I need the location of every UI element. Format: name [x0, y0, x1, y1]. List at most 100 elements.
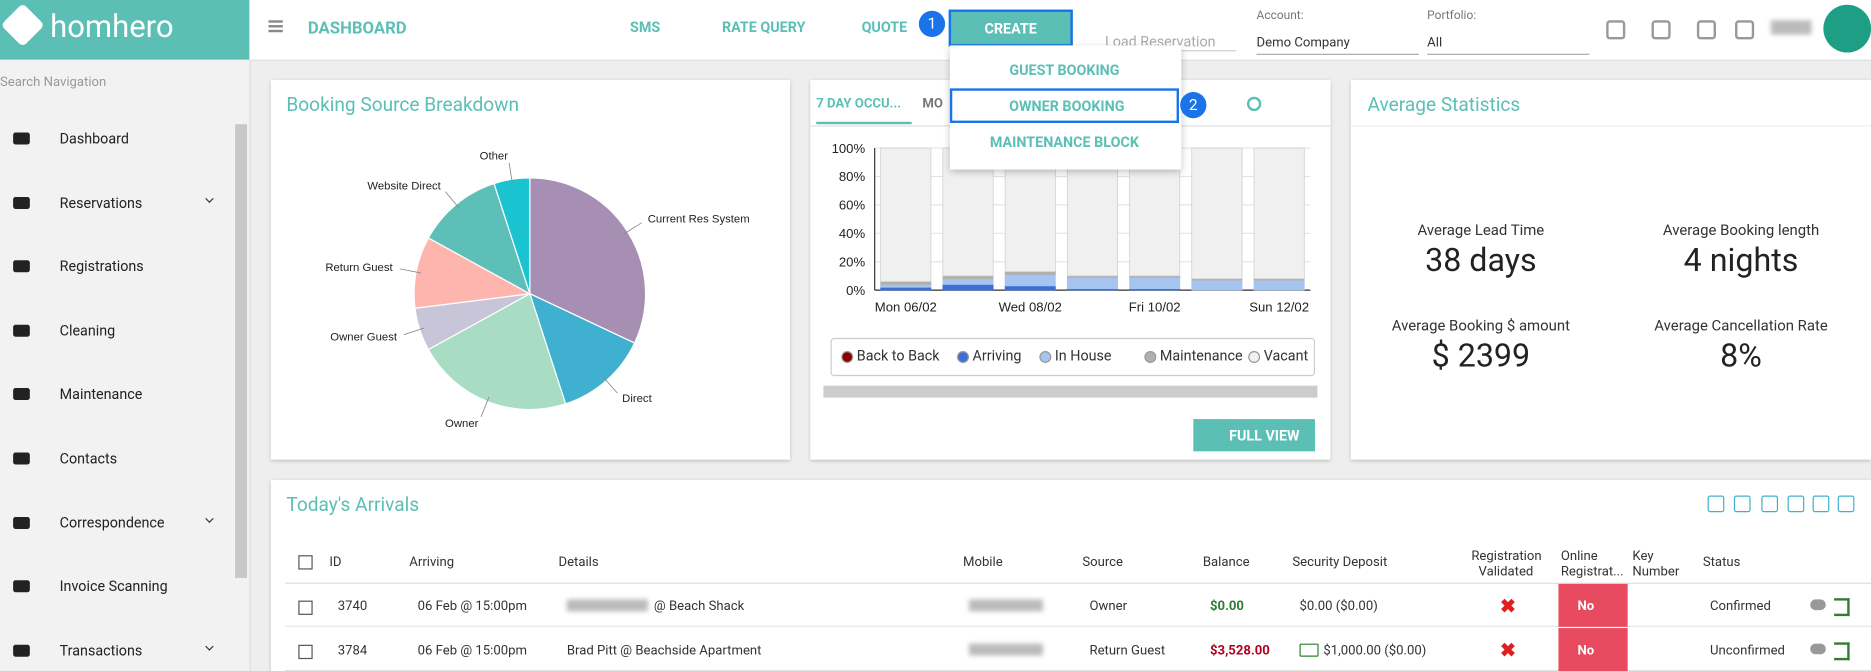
refresh-icon[interactable] [1246, 96, 1262, 112]
nav-link[interactable]: RATE QUERY [721, 19, 806, 36]
cell-status: Unconfirmed [1709, 642, 1785, 658]
table-tool-icon[interactable] [1812, 495, 1830, 513]
nav-icon [13, 580, 30, 593]
pie-chart: Current Res System Direct Owner Owner Guest… [325, 150, 750, 430]
nav-item[interactable]: Reservations [59, 194, 143, 211]
legend-swatch [841, 351, 854, 363]
blurred-mobile [968, 599, 1043, 612]
stat-value: 4 nights [1683, 241, 1799, 280]
nav-link[interactable]: QUOTE [861, 19, 908, 36]
logo-area: homhero [0, 0, 250, 60]
slice-label: Owner [445, 418, 479, 430]
cell-balance: $3,528.00 [1210, 642, 1270, 658]
full-view-button[interactable]: FULL VIEW [1193, 419, 1316, 452]
legend-label: Back to Back [856, 347, 940, 365]
checkin-icon[interactable] [1834, 598, 1850, 617]
table-tool-icon[interactable] [1787, 495, 1805, 513]
cell-details[interactable]: Brad Pitt @ Beachside Apartment [566, 642, 762, 658]
checkbox[interactable] [298, 600, 313, 615]
blurred-name [566, 599, 648, 612]
column-header: Details [558, 554, 599, 570]
bar-segment [1191, 147, 1243, 280]
x-tick-label: Fri 10/02 [1129, 300, 1181, 315]
nav-link[interactable]: SMS [630, 19, 661, 36]
card-title: Today's Arrivals [286, 493, 420, 516]
header-icon[interactable] [1696, 20, 1716, 40]
scrollbar [823, 385, 1318, 398]
tab[interactable]: MO [922, 95, 943, 112]
nav-item[interactable]: Registrations [59, 258, 144, 275]
bar-segment [1253, 279, 1305, 291]
nav-item[interactable]: Maintenance [59, 386, 143, 403]
portfolio-label: Portfolio: [1427, 9, 1477, 23]
comment-icon[interactable] [1810, 599, 1826, 611]
nav-item[interactable]: Cleaning [59, 322, 116, 339]
table-tool-icon[interactable] [1707, 495, 1725, 513]
table-tool-icon[interactable] [1733, 495, 1751, 513]
nav-icon [13, 516, 30, 529]
cell-status: Confirmed [1709, 598, 1771, 614]
comment-icon[interactable] [1810, 643, 1826, 655]
menu-item[interactable]: GUEST BOOKING [950, 53, 1182, 88]
leader-line [399, 268, 421, 274]
table-tool-icon[interactable] [1837, 495, 1855, 513]
header-icon[interactable] [1735, 20, 1755, 40]
cell-details[interactable]: @ Beach Shack [653, 598, 745, 614]
y-tick-label: 40% [839, 226, 866, 241]
stat-label: Average Booking $ amount [1391, 317, 1570, 336]
legend-swatch [1039, 351, 1052, 363]
column-header: ID [329, 554, 342, 570]
header-icon[interactable] [1651, 20, 1671, 40]
leader-line [508, 162, 513, 185]
column-header: Mobile [962, 554, 1003, 570]
stat-label: Average Cancellation Rate [1654, 317, 1828, 336]
slice-label: Current Res System [648, 213, 750, 225]
menu-item-label: OWNER BOOKING [1009, 97, 1125, 115]
bar-segment [1004, 274, 1056, 287]
menu-icon[interactable] [268, 20, 283, 23]
avatar[interactable] [1823, 4, 1871, 53]
stat-value: $ 2399 [1431, 336, 1531, 375]
row-line [285, 669, 1871, 671]
nav-item[interactable]: Correspondence [59, 514, 165, 531]
stat-label: Average Booking length [1662, 222, 1820, 240]
checkbox[interactable] [298, 555, 313, 570]
account-select[interactable]: Demo Company [1256, 35, 1419, 55]
bar-segment [880, 284, 932, 288]
bar-segment [942, 284, 994, 291]
card: Average Statistics Average Lead Time 38 da… [1350, 79, 1871, 460]
bar-segment [1129, 276, 1181, 290]
nav-item[interactable]: Dashboard [59, 130, 129, 147]
portfolio-select[interactable]: All [1427, 35, 1590, 55]
online-label: No [1577, 642, 1595, 658]
bar-segment [1066, 276, 1118, 290]
stat-value: 8% [1720, 336, 1762, 375]
nav-item[interactable]: Transactions [59, 642, 143, 659]
nav-item[interactable]: Contacts [59, 450, 118, 467]
header-row-line [285, 582, 1871, 584]
cell-arriving: 06 Feb @ 15:00pm [417, 598, 527, 614]
y-tick-label: 100% [832, 141, 866, 156]
leader-line [623, 222, 642, 235]
bar-segment [1004, 285, 1056, 291]
menu-item[interactable]: MAINTENANCE BLOCK [950, 124, 1182, 159]
tab[interactable]: 7 DAY OCCU... [816, 96, 912, 125]
menu-item[interactable]: OWNER BOOKING [949, 88, 1179, 123]
logo-icon [0, 3, 45, 48]
header-icon[interactable] [1606, 20, 1626, 40]
bar-segment [1004, 271, 1056, 275]
checkbox[interactable] [298, 644, 313, 660]
legend-label: Arriving [972, 347, 1022, 365]
x-tick-label: Sun 12/02 [1249, 300, 1309, 315]
checkin-icon[interactable] [1834, 642, 1850, 661]
create-button[interactable]: CREATE [948, 9, 1073, 47]
x-tick-label: Mon 06/02 [875, 300, 937, 315]
legend-swatch [1144, 351, 1157, 363]
table-tool-icon[interactable] [1761, 495, 1779, 513]
menu-item-label: GUEST BOOKING [1009, 62, 1120, 79]
nav-icon [13, 196, 30, 209]
sidebar-search[interactable]: Search Navigation [0, 74, 107, 90]
card: Booking Source Breakdown Current Res Syst… [270, 79, 790, 460]
nav-item[interactable]: Invoice Scanning [59, 578, 168, 595]
legend-label: Maintenance [1159, 347, 1243, 365]
